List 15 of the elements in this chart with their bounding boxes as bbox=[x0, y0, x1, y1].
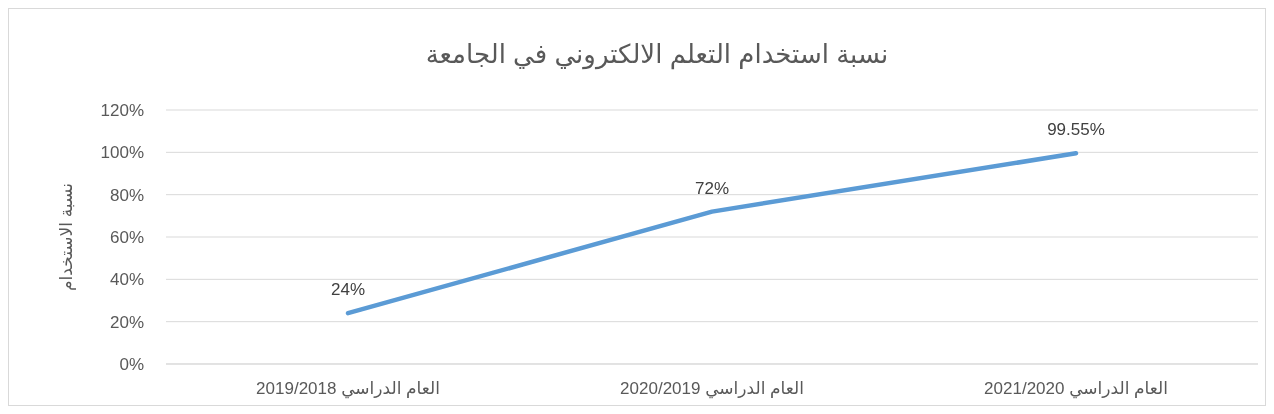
y-tick-label: 120% bbox=[100, 100, 144, 120]
x-tick-label: العام الدراسي 2021/2020 bbox=[984, 379, 1168, 399]
y-tick-label: 0% bbox=[119, 354, 144, 374]
data-label: 99.55% bbox=[1047, 120, 1105, 140]
data-label: 72% bbox=[694, 178, 730, 198]
x-tick-label: العام الدراسي 2020/2019 bbox=[620, 379, 804, 399]
y-tick-label: 60% bbox=[109, 227, 144, 247]
data-label: 24% bbox=[330, 280, 366, 300]
y-tick-label: 80% bbox=[109, 185, 144, 205]
chart-title: نسبة استخدام التعلم الالكتروني في الجامعة bbox=[425, 39, 889, 70]
y-tick-label: 40% bbox=[109, 270, 144, 290]
x-tick-label: العام الدراسي 2019/2018 bbox=[256, 379, 440, 399]
y-tick-label: 100% bbox=[100, 143, 144, 163]
y-axis-title: نسبة الاستخدام bbox=[57, 183, 76, 291]
y-tick-label: 20% bbox=[109, 312, 144, 332]
